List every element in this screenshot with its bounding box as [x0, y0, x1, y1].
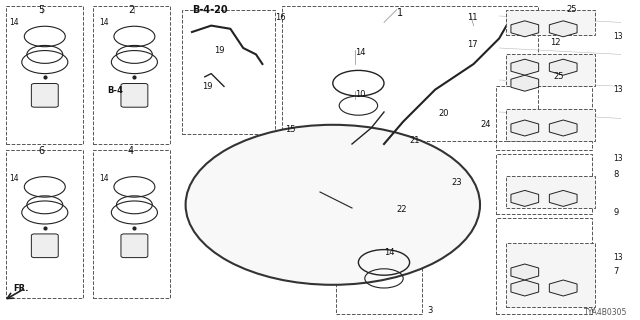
Text: 24: 24	[480, 120, 490, 129]
Bar	[93, 6, 170, 144]
Bar	[336, 230, 422, 314]
Text: 4: 4	[128, 146, 134, 156]
Bar	[6, 6, 83, 144]
FancyBboxPatch shape	[121, 84, 148, 107]
Bar	[496, 86, 592, 150]
Text: 12: 12	[550, 38, 561, 47]
Text: 1: 1	[397, 8, 403, 18]
Bar	[506, 54, 595, 86]
Text: 14: 14	[99, 18, 109, 27]
Text: 14: 14	[10, 174, 19, 183]
Text: 14: 14	[99, 174, 109, 183]
Text: 14: 14	[10, 18, 19, 27]
Text: 7: 7	[613, 267, 618, 276]
Text: FR.: FR.	[13, 284, 28, 293]
Bar	[506, 109, 595, 141]
Text: B-4-20: B-4-20	[192, 5, 228, 15]
Bar	[496, 154, 592, 214]
Bar	[93, 150, 170, 298]
Ellipse shape	[186, 125, 480, 285]
Text: 14: 14	[355, 48, 365, 57]
Text: 14: 14	[384, 248, 394, 257]
Text: B-4: B-4	[107, 86, 123, 95]
Text: 10: 10	[355, 90, 365, 99]
Text: 6: 6	[38, 146, 45, 156]
Text: 13: 13	[613, 253, 623, 262]
Text: 23: 23	[451, 178, 462, 187]
FancyBboxPatch shape	[31, 84, 58, 107]
Text: 13: 13	[613, 154, 623, 163]
Text: 9: 9	[613, 208, 618, 217]
Text: 8: 8	[613, 170, 618, 179]
Text: 25: 25	[554, 72, 564, 81]
Text: 17: 17	[467, 40, 478, 49]
Bar	[506, 243, 595, 307]
Bar	[506, 176, 595, 208]
Bar	[182, 10, 275, 134]
Text: 19: 19	[214, 46, 225, 55]
Bar	[496, 218, 592, 314]
Text: 13: 13	[613, 32, 623, 41]
Text: TYA4B0305: TYA4B0305	[584, 308, 627, 317]
Text: 5: 5	[38, 5, 45, 15]
Text: 22: 22	[397, 205, 407, 214]
Text: 25: 25	[566, 5, 577, 14]
Text: 3: 3	[428, 306, 433, 315]
Text: 16: 16	[275, 13, 286, 22]
Text: 2: 2	[128, 5, 134, 15]
Text: 20: 20	[438, 109, 449, 118]
Bar	[506, 10, 595, 35]
Text: 13: 13	[613, 85, 623, 94]
Bar	[282, 6, 538, 141]
Text: 15: 15	[285, 125, 295, 134]
FancyBboxPatch shape	[121, 234, 148, 258]
Text: 21: 21	[410, 136, 420, 145]
Text: 19: 19	[202, 82, 212, 91]
Bar	[6, 150, 83, 298]
Text: 11: 11	[467, 13, 477, 22]
FancyBboxPatch shape	[31, 234, 58, 258]
